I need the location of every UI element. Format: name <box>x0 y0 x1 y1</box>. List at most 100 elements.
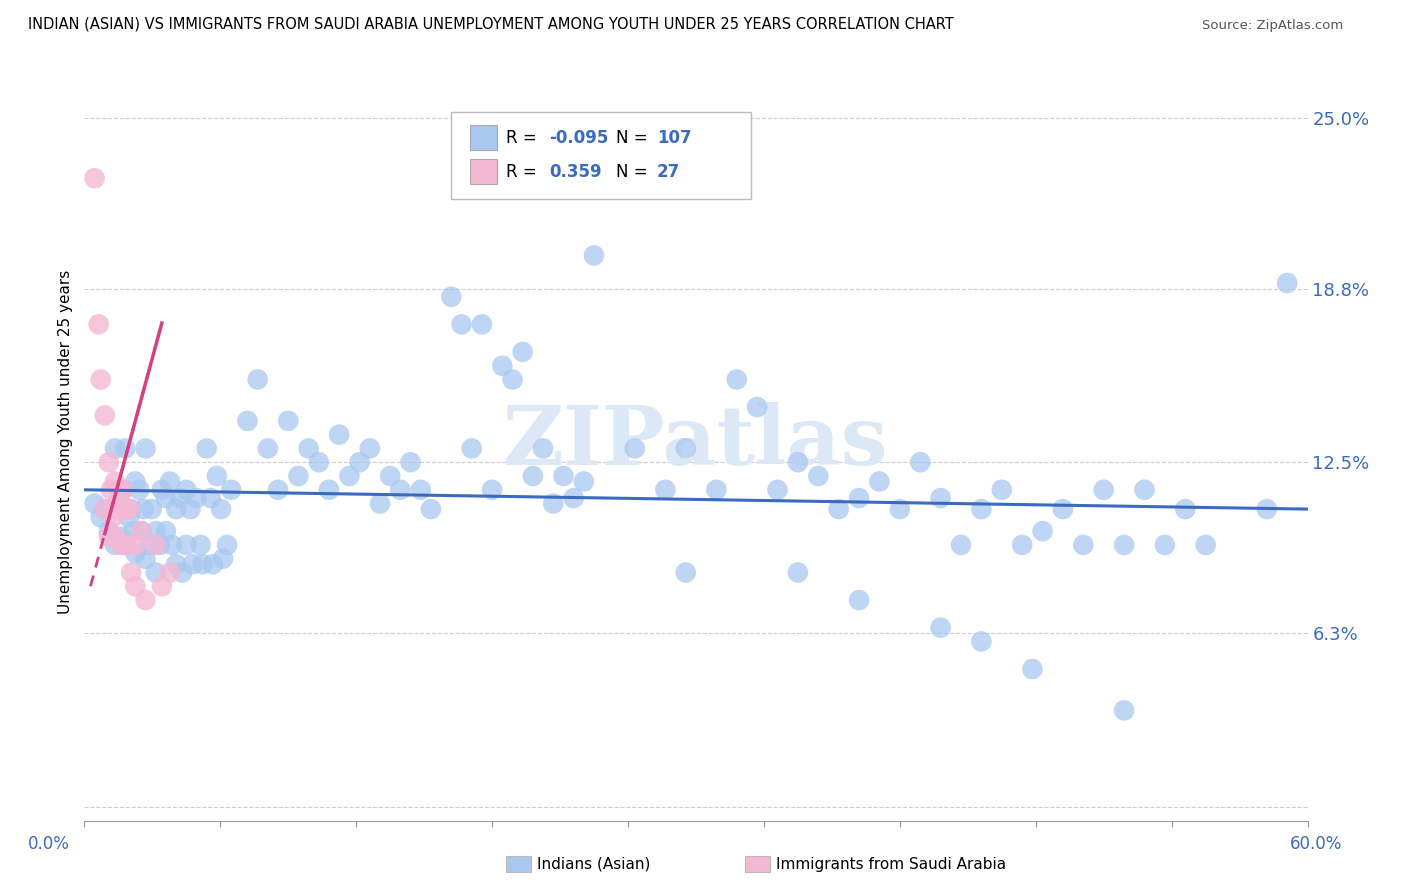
Point <box>318 483 340 497</box>
Point <box>349 455 371 469</box>
Point <box>124 538 146 552</box>
Point <box>889 502 911 516</box>
Point <box>450 318 472 332</box>
Point <box>1277 276 1299 290</box>
Point <box>191 558 214 572</box>
Text: -0.095: -0.095 <box>550 128 609 146</box>
Point <box>929 491 952 505</box>
Point <box>747 400 769 414</box>
Point <box>165 558 187 572</box>
Point <box>380 469 402 483</box>
Point <box>120 502 142 516</box>
Point <box>131 524 153 538</box>
Point <box>807 469 830 483</box>
Point <box>114 502 136 516</box>
Point <box>135 551 157 566</box>
Point <box>110 538 132 552</box>
Point <box>267 483 290 497</box>
Point <box>138 538 160 552</box>
Point <box>110 530 132 544</box>
Point <box>83 171 105 186</box>
Point <box>159 566 181 580</box>
Point <box>108 491 131 505</box>
Point <box>114 538 136 552</box>
Point <box>112 483 135 497</box>
Point <box>104 475 127 489</box>
Point <box>246 372 269 386</box>
Point <box>101 510 124 524</box>
Text: INDIAN (ASIAN) VS IMMIGRANTS FROM SAUDI ARABIA UNEMPLOYMENT AMONG YOUTH UNDER 25: INDIAN (ASIAN) VS IMMIGRANTS FROM SAUDI … <box>28 17 953 31</box>
Point <box>481 483 503 497</box>
Point <box>141 502 163 516</box>
Point <box>90 372 112 386</box>
Point <box>399 455 422 469</box>
Point <box>97 524 120 538</box>
Y-axis label: Unemployment Among Youth under 25 years: Unemployment Among Youth under 25 years <box>58 269 73 614</box>
Point <box>675 442 697 456</box>
Point <box>120 566 142 580</box>
Point <box>308 455 330 469</box>
Point <box>181 558 204 572</box>
Text: 0.0%: 0.0% <box>28 835 70 853</box>
Point <box>1114 703 1136 717</box>
Point <box>87 318 110 332</box>
Point <box>869 475 891 489</box>
Point <box>83 497 105 511</box>
Point <box>706 483 728 497</box>
Point <box>150 579 173 593</box>
Point <box>787 566 810 580</box>
Point <box>1154 538 1177 552</box>
Point <box>491 359 513 373</box>
Point <box>531 442 554 456</box>
Point <box>97 455 120 469</box>
Point <box>201 558 224 572</box>
Point <box>970 502 993 516</box>
Text: 107: 107 <box>657 128 692 146</box>
Point <box>108 483 131 497</box>
Point <box>1174 502 1197 516</box>
Point <box>725 372 748 386</box>
Point <box>553 469 575 483</box>
Point <box>991 483 1014 497</box>
Point <box>118 502 141 516</box>
Text: N =: N = <box>616 128 648 146</box>
Point <box>205 469 228 483</box>
Point <box>155 491 177 505</box>
Text: 27: 27 <box>657 162 681 180</box>
Point <box>522 469 544 483</box>
Point <box>200 491 222 505</box>
Point <box>543 497 565 511</box>
Point <box>440 290 463 304</box>
Point <box>1114 538 1136 552</box>
Point <box>219 483 242 497</box>
Point <box>1011 538 1033 552</box>
Point <box>174 538 197 552</box>
Point <box>461 442 484 456</box>
Point <box>160 538 183 552</box>
Point <box>186 491 208 505</box>
Point <box>389 483 412 497</box>
Point <box>93 502 115 516</box>
Point <box>848 593 870 607</box>
Point <box>287 469 309 483</box>
Text: Indians (Asian): Indians (Asian) <box>537 857 651 871</box>
Text: N =: N = <box>616 162 648 180</box>
Point <box>118 510 141 524</box>
Point <box>145 524 167 538</box>
Point <box>950 538 973 552</box>
Point <box>471 318 494 332</box>
Point <box>1256 502 1278 516</box>
Point <box>179 502 201 516</box>
Point <box>124 546 146 560</box>
Point <box>828 502 851 516</box>
Point <box>93 502 115 516</box>
Bar <box>470 126 496 150</box>
Point <box>298 442 321 456</box>
Point <box>114 538 136 552</box>
Point <box>132 502 155 516</box>
FancyBboxPatch shape <box>451 112 751 199</box>
Point <box>155 524 177 538</box>
Point <box>512 345 534 359</box>
Point <box>93 409 115 423</box>
Text: R =: R = <box>506 162 537 180</box>
